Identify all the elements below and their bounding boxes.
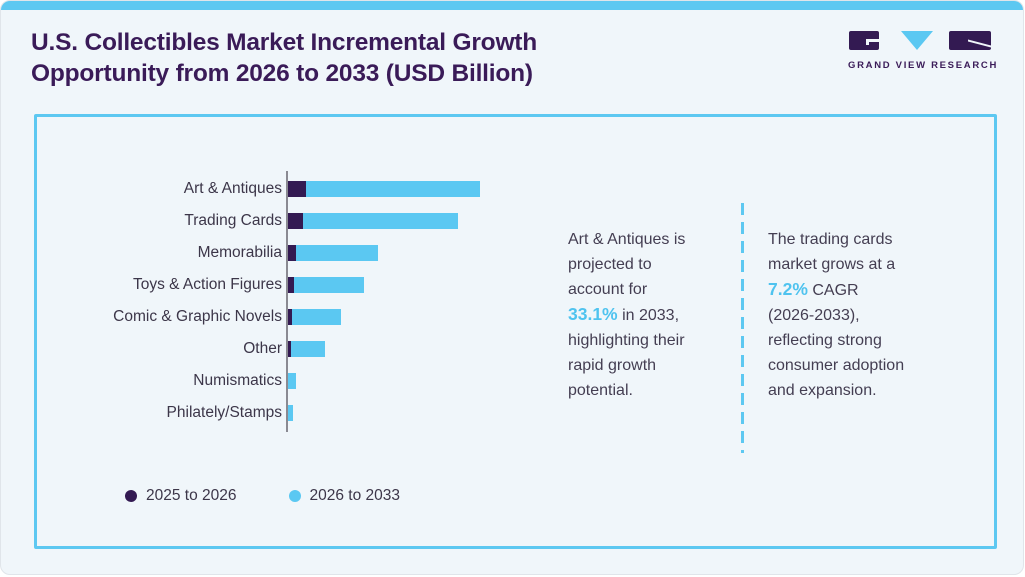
bar-segment-2026-2033: [288, 405, 293, 421]
category-label: Numismatics: [193, 372, 282, 389]
chart-row-other: Other: [41, 340, 325, 357]
category-label: Memorabilia: [197, 244, 282, 261]
chart-row-memorabilia: Memorabilia: [41, 244, 378, 261]
highlight-stat-33-1-percent: 33.1%: [568, 304, 618, 324]
legend-item-2025-to-2026: 2025 to 2026: [125, 487, 237, 505]
bar-segment-2026-2033: [288, 373, 296, 389]
chart-row-toys-action-figures: Toys & Action Figures: [41, 276, 364, 293]
grand-view-research-logo: GRAND VIEW RESEARCH: [848, 31, 999, 71]
chart-y-axis-line: [286, 171, 288, 432]
legend-item-2026-to-2033: 2026 to 2033: [288, 487, 401, 505]
chart-row-art-antiques: Art & Antiques: [41, 180, 480, 197]
category-label: Art & Antiques: [183, 180, 282, 197]
bar-segment-2026-2033: [292, 309, 341, 325]
annotation-text: The trading cards market grows at a: [768, 231, 896, 273]
bar-segment-2026-2033: [306, 181, 480, 197]
category-label: Philately/Stamps: [166, 404, 282, 421]
chart-legend: 2025 to 2026 2026 to 2033: [125, 487, 400, 505]
top-accent-strip: [1, 1, 1023, 10]
legend-dot-blue-icon: [288, 490, 301, 502]
chart-row-philately-stamps: Philately/Stamps: [41, 404, 293, 421]
annotation-text: in 2033, highlighting their rapid growth…: [568, 307, 685, 399]
bar-segment-2025-2026: [288, 245, 296, 261]
chart-row-comic-graphic-novels: Comic & Graphic Novels: [41, 308, 341, 325]
chart-row-trading-cards: Trading Cards: [41, 212, 458, 229]
legend-dot-dark-icon: [125, 490, 137, 502]
dashed-divider: [741, 203, 744, 453]
annotation-art-antiques: Art & Antiques is projected to account f…: [568, 227, 736, 403]
bar-segment-2025-2026: [288, 277, 294, 293]
category-label: Other: [243, 340, 282, 357]
annotation-trading-cards: The trading cards market grows at a 7.2%…: [768, 227, 960, 403]
legend-label: 2025 to 2026: [146, 487, 237, 504]
bar-segment-2026-2033: [296, 245, 378, 261]
bar-segment-2026-2033: [294, 277, 364, 293]
category-label: Toys & Action Figures: [132, 276, 282, 293]
logo-text: GRAND VIEW RESEARCH: [848, 60, 999, 71]
bar-segment-2025-2026: [288, 213, 303, 229]
category-label: Trading Cards: [184, 212, 282, 229]
chart-row-numismatics: Numismatics: [41, 372, 296, 389]
legend-label: 2026 to 2033: [309, 487, 401, 504]
bar-segment-2026-2033: [291, 341, 325, 357]
bar-segment-2025-2026: [288, 341, 291, 357]
annotation-text: Art & Antiques is projected to account f…: [568, 231, 686, 298]
annotation-text: CAGR (2026-2033), reflecting strong cons…: [768, 282, 905, 399]
gvr-logo-icon: [849, 31, 991, 50]
bar-segment-2025-2026: [288, 181, 306, 197]
category-label: Comic & Graphic Novels: [113, 308, 282, 325]
highlight-stat-7-2-percent-cagr: 7.2%: [768, 279, 808, 299]
bar-segment-2026-2033: [303, 213, 458, 229]
chart-panel-border: [34, 114, 997, 549]
bar-segment-2025-2026: [288, 309, 292, 325]
page-title: U.S. Collectibles Market Incremental Gro…: [31, 29, 538, 87]
